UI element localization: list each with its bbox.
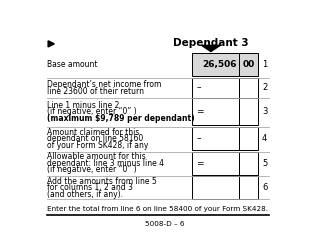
Text: 2: 2 <box>262 83 267 92</box>
Text: 3: 3 <box>262 107 267 116</box>
Bar <box>239 98 258 126</box>
Bar <box>239 53 258 76</box>
Bar <box>192 53 239 76</box>
Polygon shape <box>202 46 220 52</box>
Bar <box>192 152 239 175</box>
Bar <box>239 78 258 98</box>
Text: (if negative, enter “0” ): (if negative, enter “0” ) <box>47 107 136 116</box>
Text: 26,506: 26,506 <box>202 60 236 69</box>
Text: dependant on line 58160: dependant on line 58160 <box>47 134 143 143</box>
Text: 1: 1 <box>262 60 267 69</box>
Text: =: = <box>196 107 203 116</box>
Text: 00: 00 <box>242 60 255 69</box>
Bar <box>192 176 239 200</box>
Bar <box>239 176 258 200</box>
Text: (and others, if any).: (and others, if any). <box>47 190 122 199</box>
Text: Allowable amount for this: Allowable amount for this <box>47 152 145 161</box>
Text: –: – <box>196 134 201 143</box>
Text: 5: 5 <box>262 159 267 168</box>
Text: =: = <box>196 159 203 168</box>
Bar <box>192 78 239 98</box>
Text: 4: 4 <box>262 134 267 143</box>
Polygon shape <box>48 41 54 47</box>
Text: –: – <box>196 83 201 92</box>
Text: line 23600 of their return: line 23600 of their return <box>47 86 144 96</box>
Text: Enter the total from line 6 on line 58400 of your Form SK428.: Enter the total from line 6 on line 5840… <box>47 206 267 212</box>
Text: Add the amounts from line 5: Add the amounts from line 5 <box>47 177 156 186</box>
Bar <box>192 98 239 126</box>
Text: Amount claimed for this: Amount claimed for this <box>47 128 139 136</box>
Text: (if negative, enter “0” ): (if negative, enter “0” ) <box>47 165 136 174</box>
Text: for columns 1, 2 and 3: for columns 1, 2 and 3 <box>47 183 132 192</box>
Text: Dependant 3: Dependant 3 <box>173 38 249 48</box>
Text: dependant: line 3 minus line 4: dependant: line 3 minus line 4 <box>47 159 163 168</box>
Text: 5008-D – 6: 5008-D – 6 <box>145 221 185 227</box>
Text: Line 1 minus line 2: Line 1 minus line 2 <box>47 100 119 110</box>
Text: 6: 6 <box>262 183 267 192</box>
Bar <box>192 127 239 150</box>
Text: of your Form SK428, if any: of your Form SK428, if any <box>47 140 148 149</box>
Text: Dependant’s net income from: Dependant’s net income from <box>47 80 161 89</box>
Bar <box>239 152 258 175</box>
Text: (maximum $9,789 per dependant): (maximum $9,789 per dependant) <box>47 114 194 123</box>
Bar <box>239 127 258 150</box>
Text: Base amount: Base amount <box>47 60 97 69</box>
